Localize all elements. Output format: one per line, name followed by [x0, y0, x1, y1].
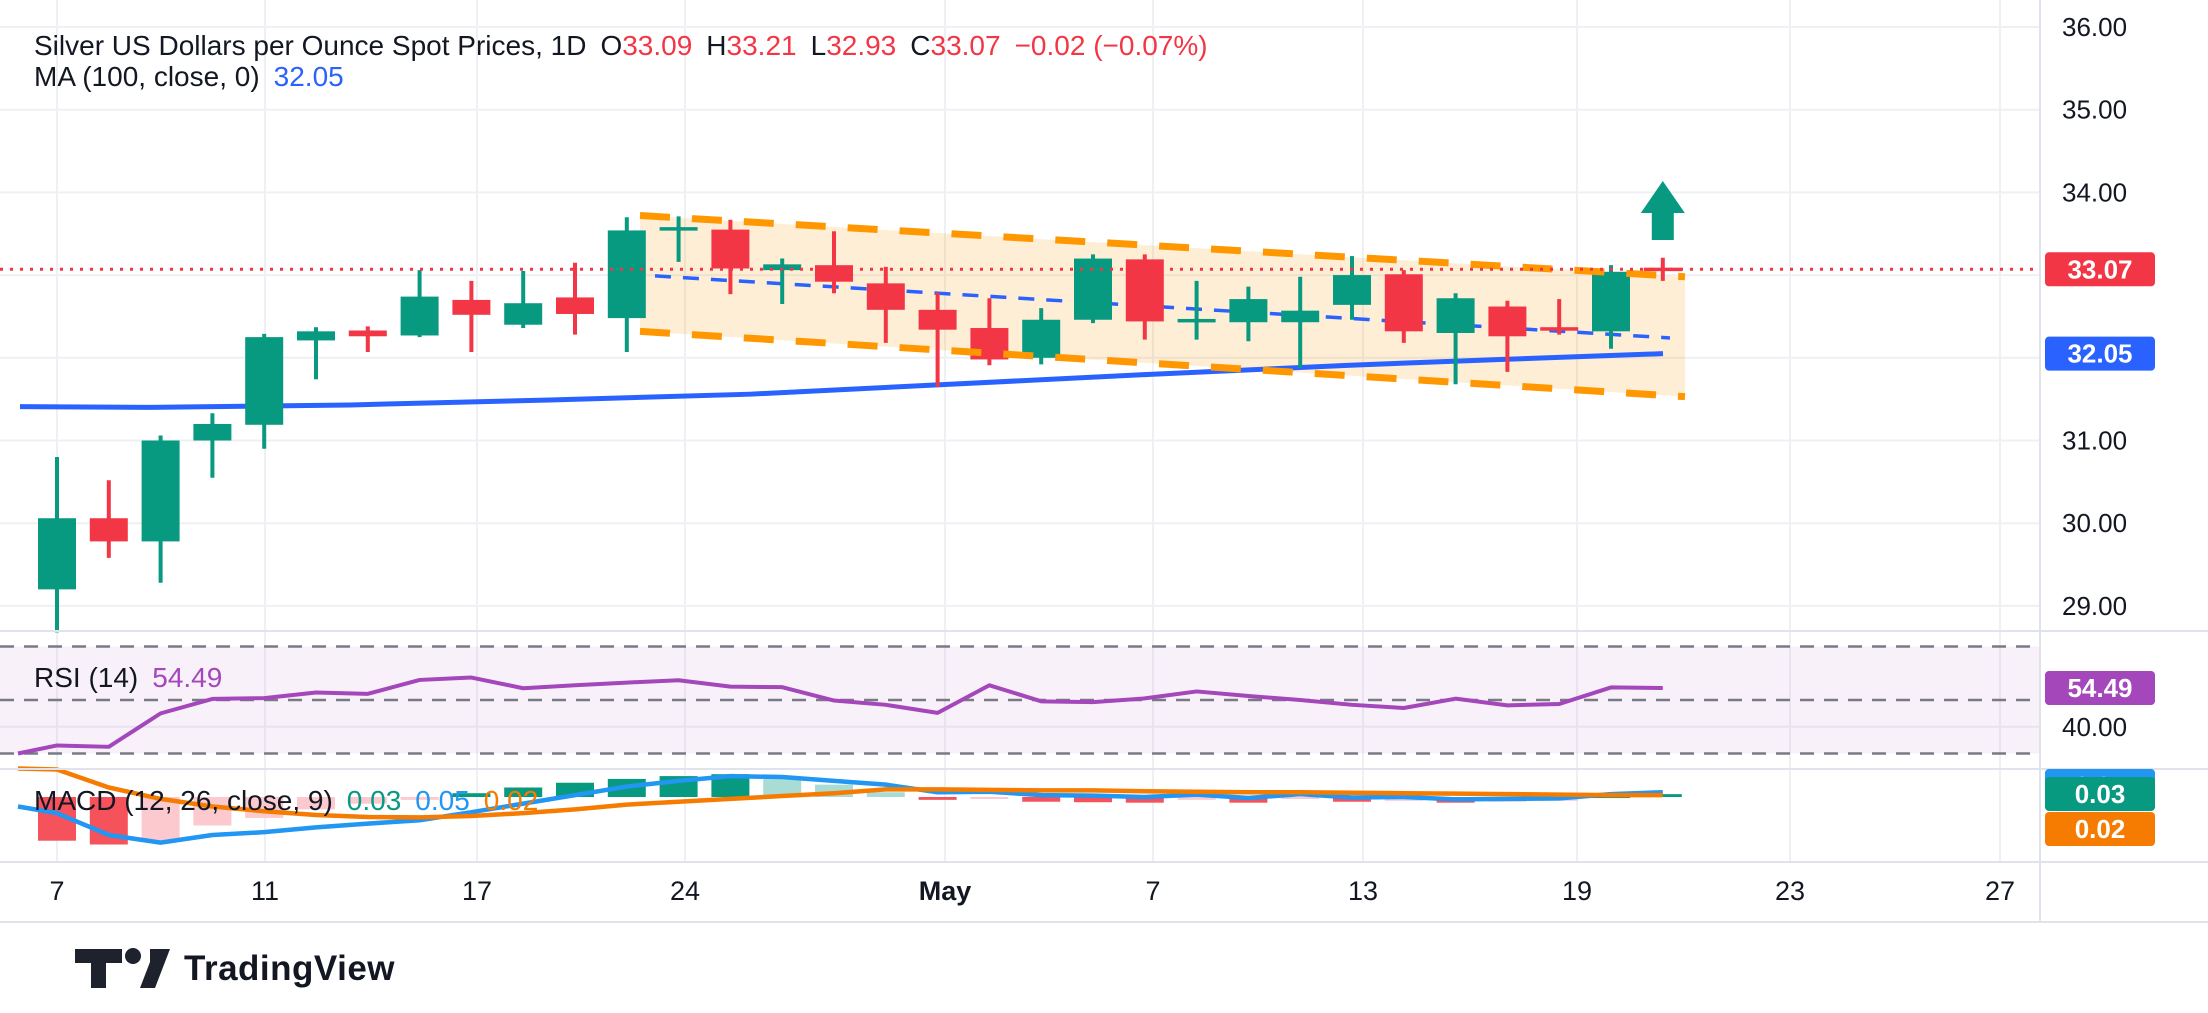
change-value: −0.02 (−0.07%): [1014, 30, 1208, 61]
time-axis[interactable]: 7 11 17 24 May 7 13 19 23 27: [49, 876, 2015, 906]
svg-text:32.05: 32.05: [2067, 339, 2132, 369]
symbol-title: Silver US Dollars per Ounce Spot Prices,…: [34, 30, 587, 61]
gridlines: [0, 0, 2040, 862]
ma-label: MA (100, close, 0): [34, 61, 260, 92]
svg-text:19: 19: [1562, 876, 1592, 906]
svg-text:33.07: 33.07: [2067, 254, 2132, 284]
svg-text:36.00: 36.00: [2062, 12, 2127, 42]
svg-text:7: 7: [49, 876, 64, 906]
candles: [38, 216, 1682, 633]
rsi-plot: [0, 645, 2040, 756]
svg-text:35.00: 35.00: [2062, 95, 2127, 125]
macd-signal-line: [17, 766, 1663, 820]
brand-footer[interactable]: TradingView: [75, 948, 395, 990]
ma-legend[interactable]: MA (100, close, 0) 32.05: [34, 61, 344, 93]
symbol-legend[interactable]: Silver US Dollars per Ounce Spot Prices,…: [34, 30, 1208, 62]
brand-name: TradingView: [184, 949, 396, 988]
svg-text:54.49: 54.49: [2067, 673, 2132, 703]
breakout-arrow-icon: [1640, 181, 1685, 240]
pane-separators: [0, 0, 2208, 923]
macd-plot: [17, 766, 1682, 845]
rsi-legend[interactable]: RSI (14) 54.49: [34, 662, 222, 694]
price-axis[interactable]: 36.0035.0034.0031.0030.0029.0040.000.050…: [2045, 12, 2155, 846]
svg-text:11: 11: [251, 876, 279, 906]
svg-text:31.00: 31.00: [2062, 426, 2127, 456]
macd-label: MACD (12, 26, close, 9): [34, 785, 333, 816]
svg-text:7: 7: [1145, 876, 1160, 906]
macd-line: [17, 773, 1663, 845]
tradingview-logo-icon: [75, 948, 170, 988]
trend-channel-lines: [639, 212, 1686, 401]
svg-text:17: 17: [462, 876, 492, 906]
svg-text:23: 23: [1775, 876, 1805, 906]
svg-text:30.00: 30.00: [2062, 508, 2127, 538]
svg-text:13: 13: [1348, 876, 1378, 906]
macd-values: 0.03 0.05 0.02: [346, 785, 539, 816]
rsi-value: 54.49: [152, 662, 223, 693]
svg-text:May: May: [919, 876, 972, 906]
ohlc-values: O33.09 H33.21 L32.93 C33.07: [600, 30, 1001, 61]
svg-text:27: 27: [1985, 876, 2015, 906]
svg-text:34.00: 34.00: [2062, 177, 2127, 207]
rsi-label: RSI (14): [34, 662, 139, 693]
svg-text:40.00: 40.00: [2062, 712, 2127, 742]
svg-text:0.03: 0.03: [2075, 779, 2126, 809]
svg-text:29.00: 29.00: [2062, 591, 2127, 621]
ma-value: 32.05: [273, 61, 344, 92]
svg-text:24: 24: [670, 876, 700, 906]
svg-text:0.02: 0.02: [2075, 814, 2126, 844]
macd-legend[interactable]: MACD (12, 26, close, 9) 0.03 0.05 0.02: [34, 785, 538, 817]
